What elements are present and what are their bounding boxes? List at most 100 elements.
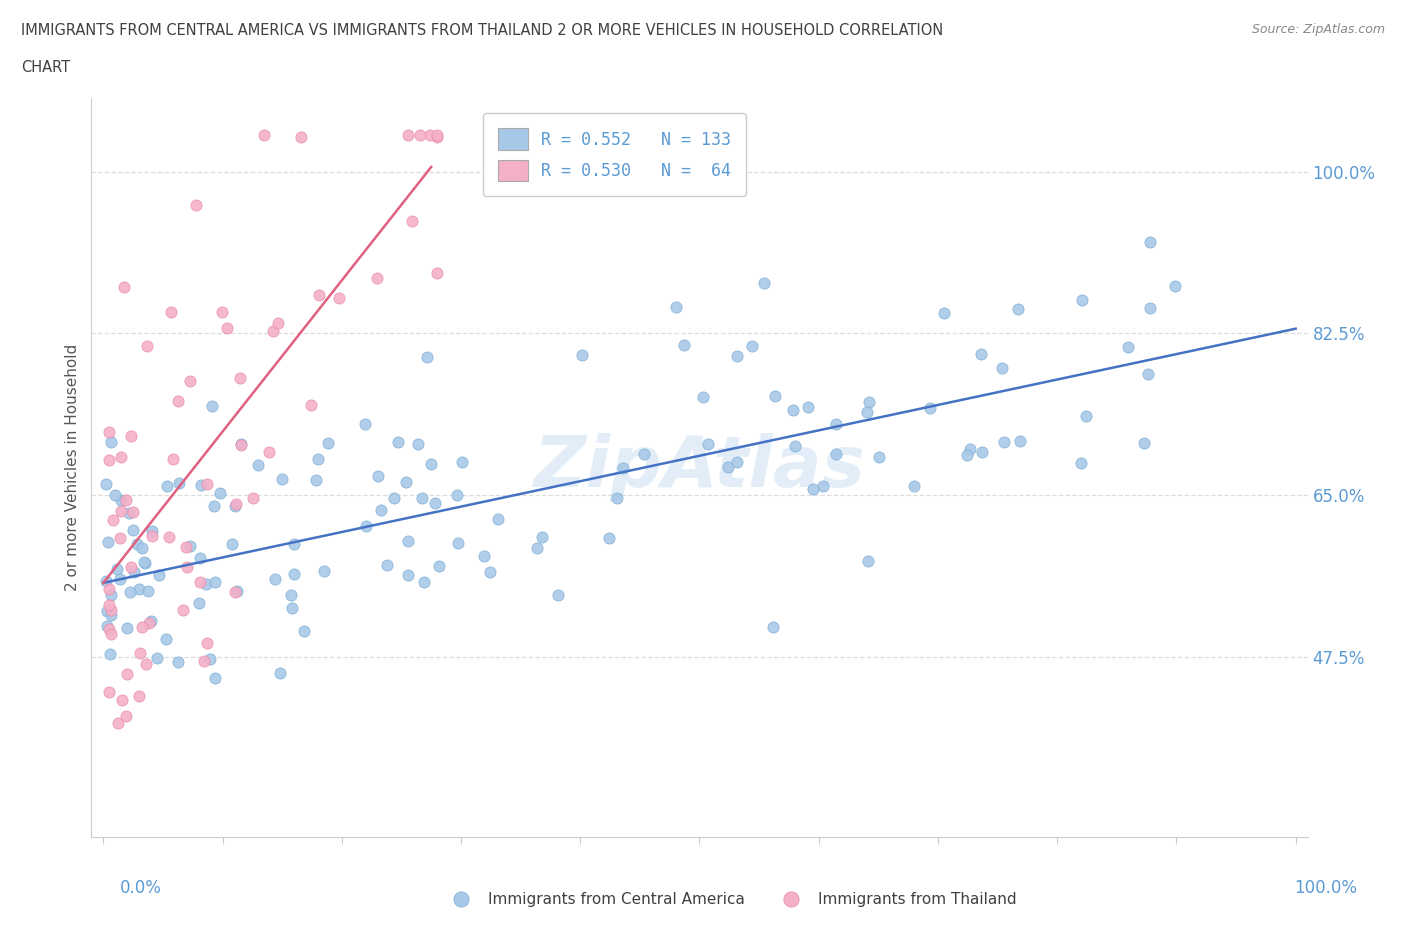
Point bbox=[395, 474, 418, 489]
Point bbox=[115, 667, 138, 682]
Point bbox=[122, 505, 145, 520]
Point bbox=[138, 615, 160, 630]
Text: 100.0%: 100.0% bbox=[1294, 879, 1357, 897]
Point bbox=[307, 452, 329, 467]
Point bbox=[100, 626, 122, 641]
Point bbox=[486, 512, 509, 526]
Point bbox=[97, 535, 120, 550]
Point bbox=[752, 275, 775, 290]
Point bbox=[141, 529, 163, 544]
Point bbox=[547, 588, 569, 603]
Point bbox=[108, 530, 131, 545]
Text: IMMIGRANTS FROM CENTRAL AMERICA VS IMMIGRANTS FROM THAILAND 2 OR MORE VEHICLES I: IMMIGRANTS FROM CENTRAL AMERICA VS IMMIG… bbox=[21, 23, 943, 38]
Point bbox=[131, 619, 153, 634]
Point bbox=[281, 601, 304, 616]
Point bbox=[110, 504, 132, 519]
Point bbox=[115, 621, 138, 636]
Point bbox=[785, 438, 807, 453]
Point bbox=[111, 693, 134, 708]
Point bbox=[419, 457, 441, 472]
Point bbox=[423, 496, 446, 511]
Point bbox=[903, 479, 925, 494]
Point bbox=[283, 567, 305, 582]
Point bbox=[179, 538, 201, 553]
Point bbox=[229, 438, 252, 453]
Point bbox=[472, 549, 495, 564]
Point bbox=[166, 393, 188, 408]
Point bbox=[387, 435, 409, 450]
Point bbox=[257, 445, 280, 459]
Point bbox=[972, 445, 994, 459]
Point bbox=[612, 460, 634, 475]
Point bbox=[98, 597, 121, 612]
Point bbox=[665, 299, 688, 314]
Point bbox=[155, 631, 177, 646]
Point bbox=[316, 435, 339, 450]
Point bbox=[94, 574, 117, 589]
Point bbox=[129, 645, 152, 660]
Point bbox=[128, 688, 150, 703]
Point bbox=[98, 684, 121, 699]
Point bbox=[208, 485, 231, 500]
Point bbox=[131, 540, 153, 555]
Point bbox=[526, 540, 548, 555]
Point bbox=[406, 436, 429, 451]
Point bbox=[197, 635, 219, 650]
Point bbox=[375, 558, 398, 573]
Point bbox=[426, 265, 449, 280]
Y-axis label: 2 or more Vehicles in Household: 2 or more Vehicles in Household bbox=[65, 344, 80, 591]
Point bbox=[328, 290, 350, 305]
Point bbox=[811, 478, 834, 493]
Point bbox=[401, 214, 423, 229]
Point bbox=[139, 613, 162, 628]
Point bbox=[145, 650, 167, 665]
Point bbox=[202, 498, 225, 513]
Point bbox=[148, 567, 170, 582]
Point bbox=[354, 519, 377, 534]
Point bbox=[94, 477, 117, 492]
Point bbox=[411, 491, 433, 506]
Point bbox=[242, 490, 264, 505]
Point bbox=[1136, 366, 1159, 381]
Point bbox=[226, 583, 249, 598]
Point bbox=[159, 529, 181, 544]
Point bbox=[100, 588, 122, 603]
Point bbox=[370, 503, 392, 518]
Point bbox=[1116, 339, 1139, 354]
Text: ZipAtlas: ZipAtlas bbox=[534, 432, 865, 502]
Point bbox=[366, 271, 388, 286]
Point bbox=[135, 657, 157, 671]
Point bbox=[100, 608, 122, 623]
Point bbox=[204, 671, 226, 685]
Point bbox=[447, 536, 470, 551]
Point bbox=[188, 595, 211, 610]
Point bbox=[796, 400, 818, 415]
Point bbox=[179, 373, 201, 388]
Point bbox=[110, 493, 132, 508]
Point bbox=[1139, 234, 1161, 249]
Point bbox=[762, 620, 785, 635]
Point bbox=[299, 398, 322, 413]
Point bbox=[211, 304, 233, 319]
Point bbox=[96, 618, 118, 633]
Point bbox=[108, 571, 131, 586]
Point bbox=[396, 533, 419, 548]
Point bbox=[427, 558, 450, 573]
Point bbox=[959, 442, 981, 457]
Point bbox=[128, 581, 150, 596]
Point bbox=[426, 127, 449, 142]
Text: Source: ZipAtlas.com: Source: ZipAtlas.com bbox=[1251, 23, 1385, 36]
Point bbox=[269, 665, 291, 680]
Point bbox=[107, 561, 129, 576]
Point bbox=[115, 709, 138, 724]
Point bbox=[825, 417, 848, 432]
Point bbox=[141, 524, 163, 538]
Point bbox=[725, 349, 748, 364]
Point bbox=[855, 405, 877, 419]
Point bbox=[283, 537, 305, 551]
Point bbox=[1071, 292, 1094, 307]
Point bbox=[451, 454, 474, 469]
Point bbox=[156, 479, 179, 494]
Point bbox=[970, 347, 993, 362]
Point bbox=[856, 553, 879, 568]
